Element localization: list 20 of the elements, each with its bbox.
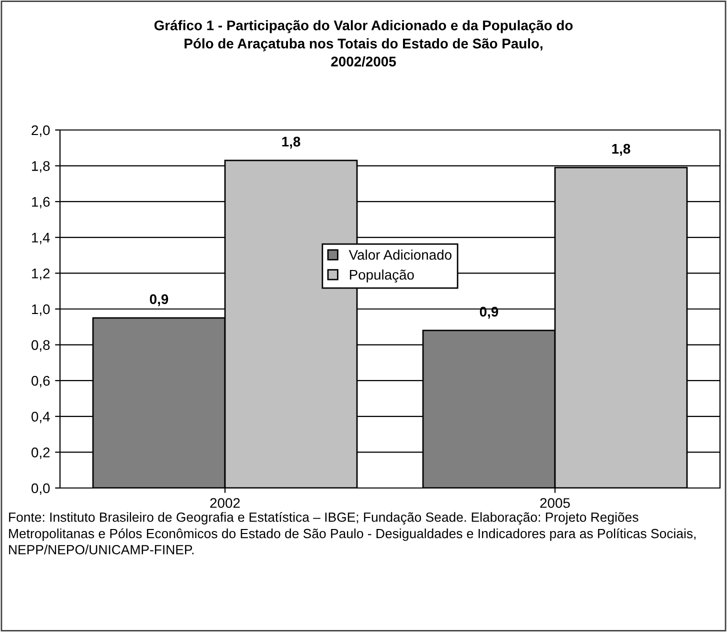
legend-label: População	[350, 269, 414, 282]
chart-title: Gráfico 1 - Participação do Valor Adicionado e da População do Pólo de Araçatuba nos Totais do Estado de São Paulo, 2002/2005	[154, 20, 573, 67]
legend-label: Valor Adicionado	[348, 250, 452, 260]
y-tick-label: 1,2	[32, 268, 50, 280]
y-tick-label: 0,0	[32, 483, 50, 495]
y-tick-label: 0,2	[32, 448, 50, 460]
y-tick-label: 1,0	[32, 304, 50, 316]
y-tick-label: 0,4	[32, 412, 50, 424]
source-note: Fonte: Instituto Brasileiro de Geografia e Estatística – IBGE; Fundação Seade. Elaboração: Projeto Regiões Metropolitanas e Pólos Econômicos do Estado de São Paulo - Desigualdades e Indicadores para as Políticas Sociais, NEPP/NEPO/UNICAMP-FINEP.	[9, 512, 696, 554]
y-tick-label: 1,6	[32, 196, 50, 208]
data-label: 1,8	[282, 136, 300, 149]
y-tick-label: 0,6	[32, 376, 50, 388]
data-label: 1,8	[612, 144, 630, 156]
y-tick-label: 2,0	[32, 125, 50, 137]
data-label: 0,9	[150, 294, 168, 306]
x-tick-label: 2005	[540, 498, 570, 508]
y-tick-label: 1,8	[32, 161, 50, 173]
y-tick-label: 1,4	[32, 232, 50, 244]
x-tick-label: 2002	[210, 498, 240, 508]
y-tick-label: 0,8	[32, 340, 50, 352]
